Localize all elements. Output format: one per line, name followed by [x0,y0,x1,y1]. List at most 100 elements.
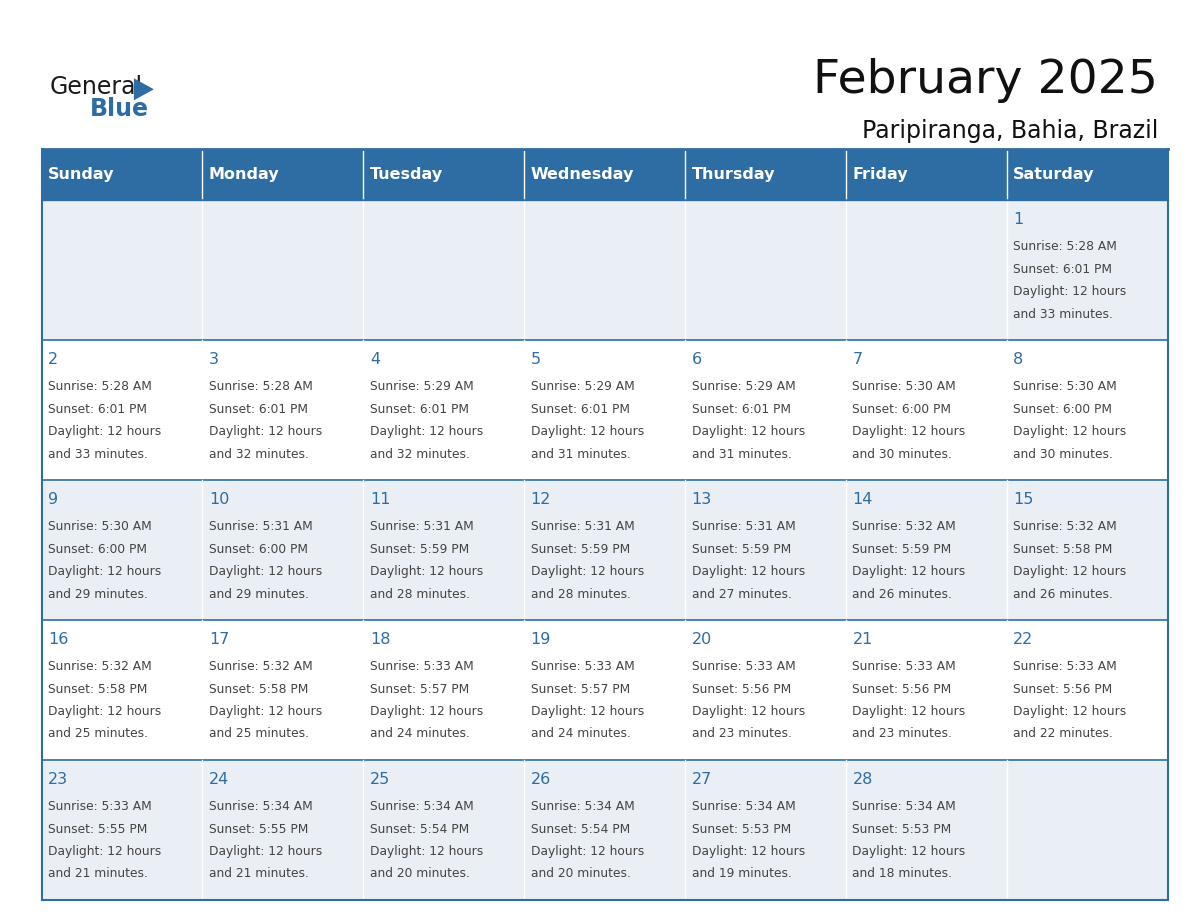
Text: Daylight: 12 hours: Daylight: 12 hours [209,705,322,718]
Bar [685,149,846,200]
Text: Sunrise: 5:28 AM: Sunrise: 5:28 AM [1013,241,1117,253]
Text: 9: 9 [48,492,58,508]
Text: and 19 minutes.: and 19 minutes. [691,868,791,880]
Text: and 30 minutes.: and 30 minutes. [1013,448,1113,461]
Text: Sunset: 6:01 PM: Sunset: 6:01 PM [1013,263,1112,275]
Text: Sunrise: 5:32 AM: Sunrise: 5:32 AM [1013,521,1117,533]
Text: Sunrise: 5:33 AM: Sunrise: 5:33 AM [1013,660,1117,673]
Text: 20: 20 [691,633,712,647]
Bar [1007,149,1168,200]
Text: Sunset: 6:01 PM: Sunset: 6:01 PM [209,403,308,416]
Text: 11: 11 [369,492,391,508]
Text: and 32 minutes.: and 32 minutes. [369,448,469,461]
Text: Blue: Blue [90,97,148,121]
Text: 12: 12 [531,492,551,508]
Text: and 29 minutes.: and 29 minutes. [209,588,309,600]
Text: Sunset: 5:56 PM: Sunset: 5:56 PM [691,683,791,696]
Bar [42,620,1168,760]
Text: Sunset: 5:58 PM: Sunset: 5:58 PM [209,683,308,696]
Text: and 18 minutes.: and 18 minutes. [853,868,953,880]
Text: 17: 17 [209,633,229,647]
Text: Thursday: Thursday [691,167,775,182]
Text: and 20 minutes.: and 20 minutes. [531,868,631,880]
Text: and 32 minutes.: and 32 minutes. [209,448,309,461]
Text: and 21 minutes.: and 21 minutes. [48,868,147,880]
Text: Daylight: 12 hours: Daylight: 12 hours [853,565,966,578]
Text: Sunset: 5:59 PM: Sunset: 5:59 PM [531,543,630,555]
Bar [42,760,1168,900]
Text: Sunrise: 5:30 AM: Sunrise: 5:30 AM [48,521,152,533]
Bar [42,480,1168,620]
Text: Sunrise: 5:34 AM: Sunrise: 5:34 AM [853,800,956,813]
Text: Sunrise: 5:32 AM: Sunrise: 5:32 AM [48,660,152,673]
Text: and 24 minutes.: and 24 minutes. [531,727,631,741]
Text: Sunrise: 5:30 AM: Sunrise: 5:30 AM [853,380,956,393]
Text: Sunrise: 5:34 AM: Sunrise: 5:34 AM [531,800,634,813]
Text: Sunrise: 5:29 AM: Sunrise: 5:29 AM [369,380,474,393]
Text: 25: 25 [369,772,390,788]
Text: Sunset: 5:57 PM: Sunset: 5:57 PM [531,683,630,696]
Bar [42,149,202,200]
Text: Sunset: 5:53 PM: Sunset: 5:53 PM [853,823,952,835]
Text: Sunrise: 5:33 AM: Sunrise: 5:33 AM [48,800,152,813]
Polygon shape [134,78,154,100]
Text: Daylight: 12 hours: Daylight: 12 hours [209,425,322,438]
Text: Daylight: 12 hours: Daylight: 12 hours [369,845,484,858]
Bar [524,149,685,200]
Text: and 28 minutes.: and 28 minutes. [369,588,469,600]
Text: and 25 minutes.: and 25 minutes. [209,727,309,741]
Text: 15: 15 [1013,492,1034,508]
Text: Sunrise: 5:28 AM: Sunrise: 5:28 AM [209,380,312,393]
Text: Sunrise: 5:31 AM: Sunrise: 5:31 AM [209,521,312,533]
Text: February 2025: February 2025 [814,58,1158,104]
Text: Sunset: 5:53 PM: Sunset: 5:53 PM [691,823,791,835]
Text: Friday: Friday [853,167,908,182]
Text: Sunrise: 5:33 AM: Sunrise: 5:33 AM [531,660,634,673]
Text: and 23 minutes.: and 23 minutes. [691,727,791,741]
Text: Daylight: 12 hours: Daylight: 12 hours [1013,285,1126,298]
Text: and 24 minutes.: and 24 minutes. [369,727,469,741]
Text: Sunset: 6:00 PM: Sunset: 6:00 PM [209,543,308,555]
Text: 24: 24 [209,772,229,788]
Text: Sunrise: 5:31 AM: Sunrise: 5:31 AM [369,521,474,533]
Text: and 27 minutes.: and 27 minutes. [691,588,791,600]
Text: Sunrise: 5:29 AM: Sunrise: 5:29 AM [691,380,795,393]
Text: Daylight: 12 hours: Daylight: 12 hours [691,705,804,718]
Bar [42,200,1168,340]
Text: and 23 minutes.: and 23 minutes. [853,727,953,741]
Text: Sunset: 5:55 PM: Sunset: 5:55 PM [209,823,308,835]
Text: 26: 26 [531,772,551,788]
Text: Sunday: Sunday [48,167,114,182]
Text: Daylight: 12 hours: Daylight: 12 hours [531,425,644,438]
Text: Daylight: 12 hours: Daylight: 12 hours [691,425,804,438]
Text: Daylight: 12 hours: Daylight: 12 hours [531,705,644,718]
Text: Daylight: 12 hours: Daylight: 12 hours [691,565,804,578]
Text: Sunrise: 5:31 AM: Sunrise: 5:31 AM [531,521,634,533]
Bar [42,340,1168,480]
Text: Sunset: 6:01 PM: Sunset: 6:01 PM [691,403,790,416]
Text: Daylight: 12 hours: Daylight: 12 hours [48,425,162,438]
Text: Daylight: 12 hours: Daylight: 12 hours [48,845,162,858]
Text: Sunrise: 5:33 AM: Sunrise: 5:33 AM [853,660,956,673]
Text: Saturday: Saturday [1013,167,1095,182]
Text: Sunset: 5:57 PM: Sunset: 5:57 PM [369,683,469,696]
Text: Monday: Monday [209,167,279,182]
Text: Sunset: 5:58 PM: Sunset: 5:58 PM [1013,543,1113,555]
Text: 7: 7 [853,353,862,367]
Text: Daylight: 12 hours: Daylight: 12 hours [369,565,484,578]
Text: Daylight: 12 hours: Daylight: 12 hours [369,425,484,438]
Text: Daylight: 12 hours: Daylight: 12 hours [48,705,162,718]
Text: Daylight: 12 hours: Daylight: 12 hours [1013,705,1126,718]
Text: 22: 22 [1013,633,1034,647]
Text: 13: 13 [691,492,712,508]
Text: 28: 28 [853,772,873,788]
Text: Sunset: 5:59 PM: Sunset: 5:59 PM [369,543,469,555]
Text: Sunset: 5:58 PM: Sunset: 5:58 PM [48,683,147,696]
Text: and 29 minutes.: and 29 minutes. [48,588,147,600]
Text: Sunset: 6:01 PM: Sunset: 6:01 PM [369,403,469,416]
Text: General: General [50,75,143,99]
Text: and 33 minutes.: and 33 minutes. [1013,308,1113,320]
Text: Sunset: 6:01 PM: Sunset: 6:01 PM [48,403,147,416]
Text: Sunrise: 5:32 AM: Sunrise: 5:32 AM [853,521,956,533]
Text: and 26 minutes.: and 26 minutes. [853,588,953,600]
